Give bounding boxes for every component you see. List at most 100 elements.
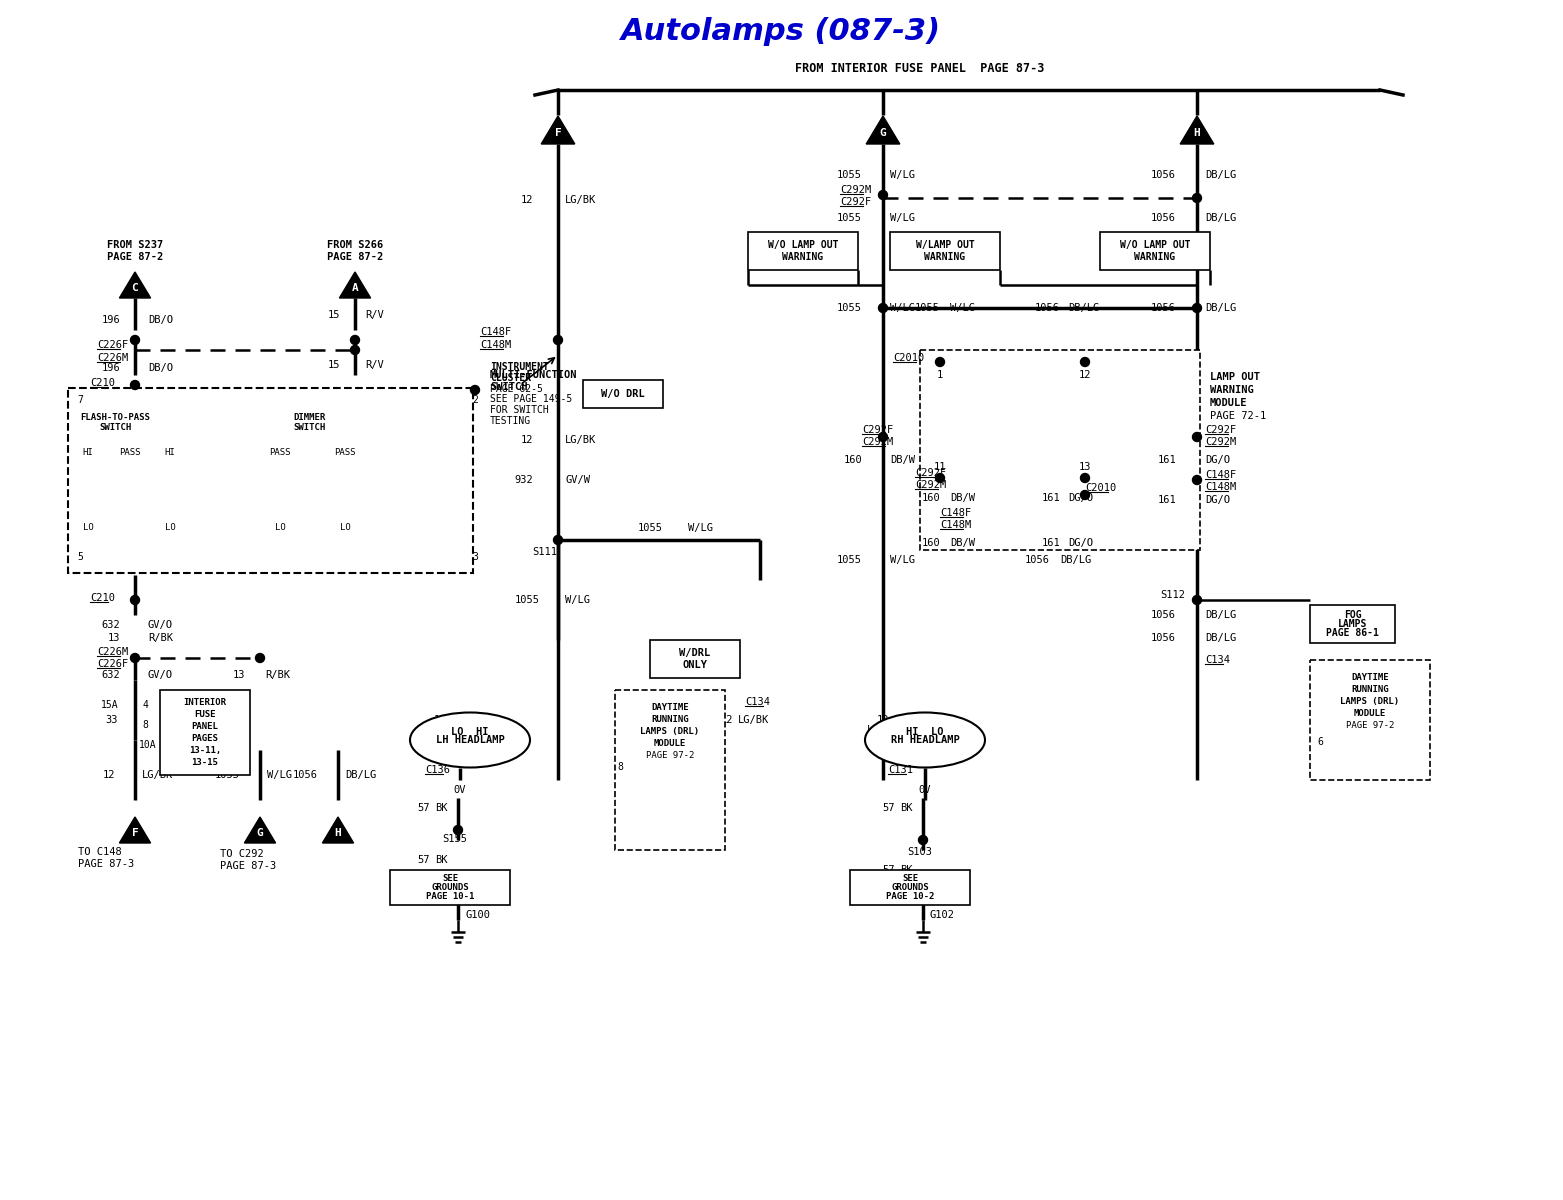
Text: LG/BK: LG/BK	[738, 715, 769, 725]
Text: PAGES: PAGES	[192, 734, 219, 743]
Text: HI: HI	[164, 448, 175, 457]
Bar	[391, 870, 510, 905]
Text: 196: 196	[102, 314, 120, 325]
Text: DB/LG: DB/LG	[1205, 302, 1236, 313]
Text: W/O LAMP OUT: W/O LAMP OUT	[767, 240, 838, 250]
Bar	[850, 870, 971, 905]
Text: WARNING: WARNING	[1210, 385, 1254, 395]
Ellipse shape	[864, 713, 985, 768]
Circle shape	[130, 380, 139, 390]
Text: PASS: PASS	[269, 448, 291, 457]
Polygon shape	[1180, 116, 1214, 144]
Text: DB/LG: DB/LG	[1205, 610, 1236, 620]
Text: PASS: PASS	[334, 448, 356, 457]
FancyBboxPatch shape	[69, 388, 474, 572]
Text: C226F: C226F	[97, 659, 128, 670]
Circle shape	[1080, 474, 1089, 482]
Text: 13: 13	[108, 634, 120, 643]
Circle shape	[1193, 432, 1202, 442]
Text: PAGE 10-2: PAGE 10-2	[886, 892, 935, 901]
Text: DB/LG: DB/LG	[1068, 302, 1099, 313]
Text: DB/LG: DB/LG	[1205, 214, 1236, 223]
Text: SWITCH: SWITCH	[489, 382, 527, 392]
Text: C148F: C148F	[480, 326, 511, 337]
FancyBboxPatch shape	[1310, 660, 1430, 780]
Text: 161: 161	[1041, 493, 1060, 503]
Text: A: A	[352, 282, 358, 293]
FancyBboxPatch shape	[921, 350, 1200, 550]
Circle shape	[130, 336, 139, 344]
Text: RUNNING: RUNNING	[652, 715, 689, 724]
Text: PAGE 72-1: PAGE 72-1	[1210, 410, 1266, 421]
Text: CLUSTER: CLUSTER	[489, 373, 531, 383]
Text: LAMPS: LAMPS	[1338, 619, 1368, 629]
Text: LG/BK: LG/BK	[564, 434, 596, 445]
Text: GROUNDS: GROUNDS	[431, 883, 469, 892]
Circle shape	[255, 654, 264, 662]
Text: 161: 161	[1157, 455, 1175, 464]
Text: Autolamps (087-3): Autolamps (087-3)	[621, 18, 941, 47]
Text: S155: S155	[442, 834, 467, 844]
Text: S112: S112	[1160, 590, 1185, 600]
Text: C292M: C292M	[863, 437, 892, 446]
Circle shape	[1080, 358, 1089, 366]
Bar	[1100, 232, 1210, 270]
Text: 1056: 1056	[1025, 554, 1050, 565]
Text: 932: 932	[514, 475, 533, 485]
Bar	[650, 640, 739, 678]
Text: 1056: 1056	[1150, 610, 1175, 620]
Text: 1056: 1056	[1150, 302, 1175, 313]
Text: WARNING: WARNING	[924, 252, 966, 263]
Text: F: F	[555, 127, 561, 138]
Text: 8: 8	[617, 762, 624, 772]
Text: C: C	[131, 282, 139, 293]
Text: ONLY: ONLY	[683, 660, 708, 671]
Text: DG/O: DG/O	[1205, 494, 1230, 505]
Text: W/LG: W/LG	[267, 770, 292, 780]
Text: DAYTIME: DAYTIME	[1350, 673, 1390, 682]
Text: 161: 161	[1157, 494, 1175, 505]
Text: FROM S266: FROM S266	[327, 240, 383, 250]
Text: BK: BK	[900, 865, 913, 875]
Text: 6: 6	[1318, 737, 1322, 746]
Polygon shape	[244, 817, 275, 842]
Text: MODULE: MODULE	[653, 739, 686, 748]
Text: 632: 632	[102, 620, 120, 630]
Text: FOG: FOG	[1344, 610, 1361, 619]
Text: FROM INTERIOR FUSE PANEL  PAGE 87-3: FROM INTERIOR FUSE PANEL PAGE 87-3	[796, 61, 1044, 74]
Text: LAMPS (DRL): LAMPS (DRL)	[1341, 697, 1399, 706]
Text: C226F: C226F	[97, 340, 128, 350]
Text: C292M: C292M	[914, 480, 946, 490]
Circle shape	[130, 595, 139, 605]
Text: FROM S237: FROM S237	[106, 240, 163, 250]
Text: W/LG: W/LG	[564, 595, 589, 605]
Text: FUSE: FUSE	[194, 709, 216, 719]
Text: C136: C136	[425, 766, 450, 775]
Text: 57: 57	[883, 865, 896, 875]
Text: C292F: C292F	[1205, 425, 1236, 434]
Text: DG/O: DG/O	[1068, 493, 1093, 503]
Text: WARNING: WARNING	[783, 252, 824, 263]
Text: H: H	[334, 828, 341, 838]
Text: W/LG: W/LG	[889, 302, 914, 313]
Text: LH HEADLAMP: LH HEADLAMP	[436, 734, 505, 745]
Text: 196: 196	[102, 362, 120, 373]
Text: 160: 160	[921, 493, 939, 503]
Text: DB/LG: DB/LG	[1205, 170, 1236, 180]
Text: 1055: 1055	[838, 214, 863, 223]
Text: F: F	[131, 828, 139, 838]
Circle shape	[350, 336, 359, 344]
FancyBboxPatch shape	[614, 690, 725, 850]
Text: PAGE 10-1: PAGE 10-1	[425, 892, 474, 901]
Text: 1056: 1056	[1035, 302, 1060, 313]
Text: PAGE 86-1: PAGE 86-1	[1325, 629, 1379, 638]
Circle shape	[878, 304, 888, 312]
Circle shape	[936, 358, 944, 366]
Text: 15: 15	[328, 360, 341, 370]
Text: 13: 13	[233, 670, 245, 680]
Circle shape	[936, 474, 944, 482]
Text: LO: LO	[164, 523, 175, 532]
Text: 13-11,: 13-11,	[189, 746, 220, 755]
Text: 1056: 1056	[1150, 634, 1175, 643]
Text: PASS: PASS	[119, 448, 141, 457]
